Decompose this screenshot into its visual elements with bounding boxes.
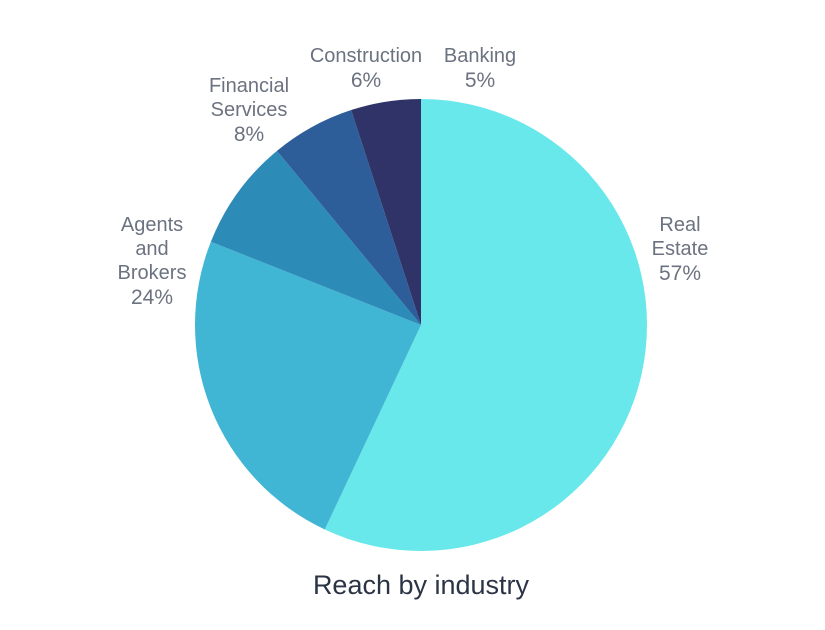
slice-percent-label: 5% — [465, 69, 495, 92]
pie-slices — [195, 99, 648, 551]
pie-slice-banking — [351, 99, 421, 325]
slice-percent-label: 6% — [351, 69, 381, 92]
slice-name-line: Services — [211, 99, 288, 121]
slice-name-line: Agents — [121, 214, 183, 236]
slice-name-line: Estate — [652, 238, 709, 260]
slice-name-line: Banking — [444, 45, 516, 67]
slice-percent-label: 8% — [234, 123, 264, 146]
slice-name-line: Construction — [310, 45, 422, 67]
pie-slice-construction — [276, 110, 421, 326]
slice-name-line: Brokers — [118, 262, 187, 284]
pie-slice-financial-services — [210, 150, 421, 325]
slice-name-line: Real — [659, 214, 700, 236]
slice-name-line: and — [135, 238, 168, 260]
pie-slice-agents-and-brokers — [195, 241, 421, 530]
slice-percent-label: 24% — [131, 286, 173, 309]
pie-slice-real-estate — [324, 99, 648, 551]
slice-name-line: Financial — [209, 75, 289, 97]
chart-title: Reach by industry — [313, 570, 530, 600]
slice-percent-label: 57% — [659, 262, 701, 285]
